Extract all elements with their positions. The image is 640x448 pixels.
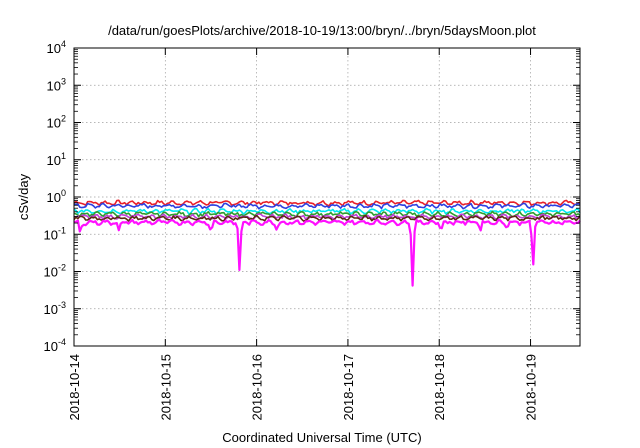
- x-tick-label: 2018-10-16: [250, 354, 265, 421]
- series-line: [73, 210, 581, 218]
- chart-title: /data/run/goesPlots/archive/2018-10-19/1…: [108, 23, 536, 38]
- series-line: [73, 218, 581, 287]
- y-axis-label: cSv/day: [16, 173, 31, 220]
- series-group: [73, 199, 581, 287]
- x-axis-label: Coordinated Universal Time (UTC): [222, 430, 421, 445]
- series-line: [73, 207, 581, 215]
- y-tick-label: 100: [47, 188, 66, 205]
- series-line: [73, 214, 581, 222]
- series-line: [73, 213, 581, 221]
- y-tick-label: 10-1: [44, 225, 66, 242]
- x-tick-label: 2018-10-14: [67, 354, 82, 421]
- y-axis: 10-4 10-3 10-2 10-1 100 101 102 103 104: [44, 39, 580, 354]
- y-tick-label: 10-2: [44, 263, 66, 280]
- y-tick-label: 104: [47, 39, 66, 56]
- x-tick-label: 2018-10-19: [524, 354, 539, 421]
- series-line: [73, 199, 581, 207]
- y-tick-label: 101: [47, 151, 66, 168]
- y-tick-label: 10-4: [44, 337, 66, 354]
- grid: [74, 48, 580, 346]
- x-tick-label: 2018-10-17: [341, 354, 356, 421]
- x-tick-label: 2018-10-15: [158, 354, 173, 421]
- y-tick-label: 103: [47, 76, 66, 93]
- y-tick-label: 102: [47, 114, 66, 131]
- x-axis: 2018-10-14 2018-10-15 2018-10-16 2018-10-17…: [67, 48, 539, 421]
- series-line: [73, 202, 581, 210]
- x-tick-label: 2018-10-18: [432, 354, 447, 421]
- y-tick-label: 10-3: [44, 300, 66, 317]
